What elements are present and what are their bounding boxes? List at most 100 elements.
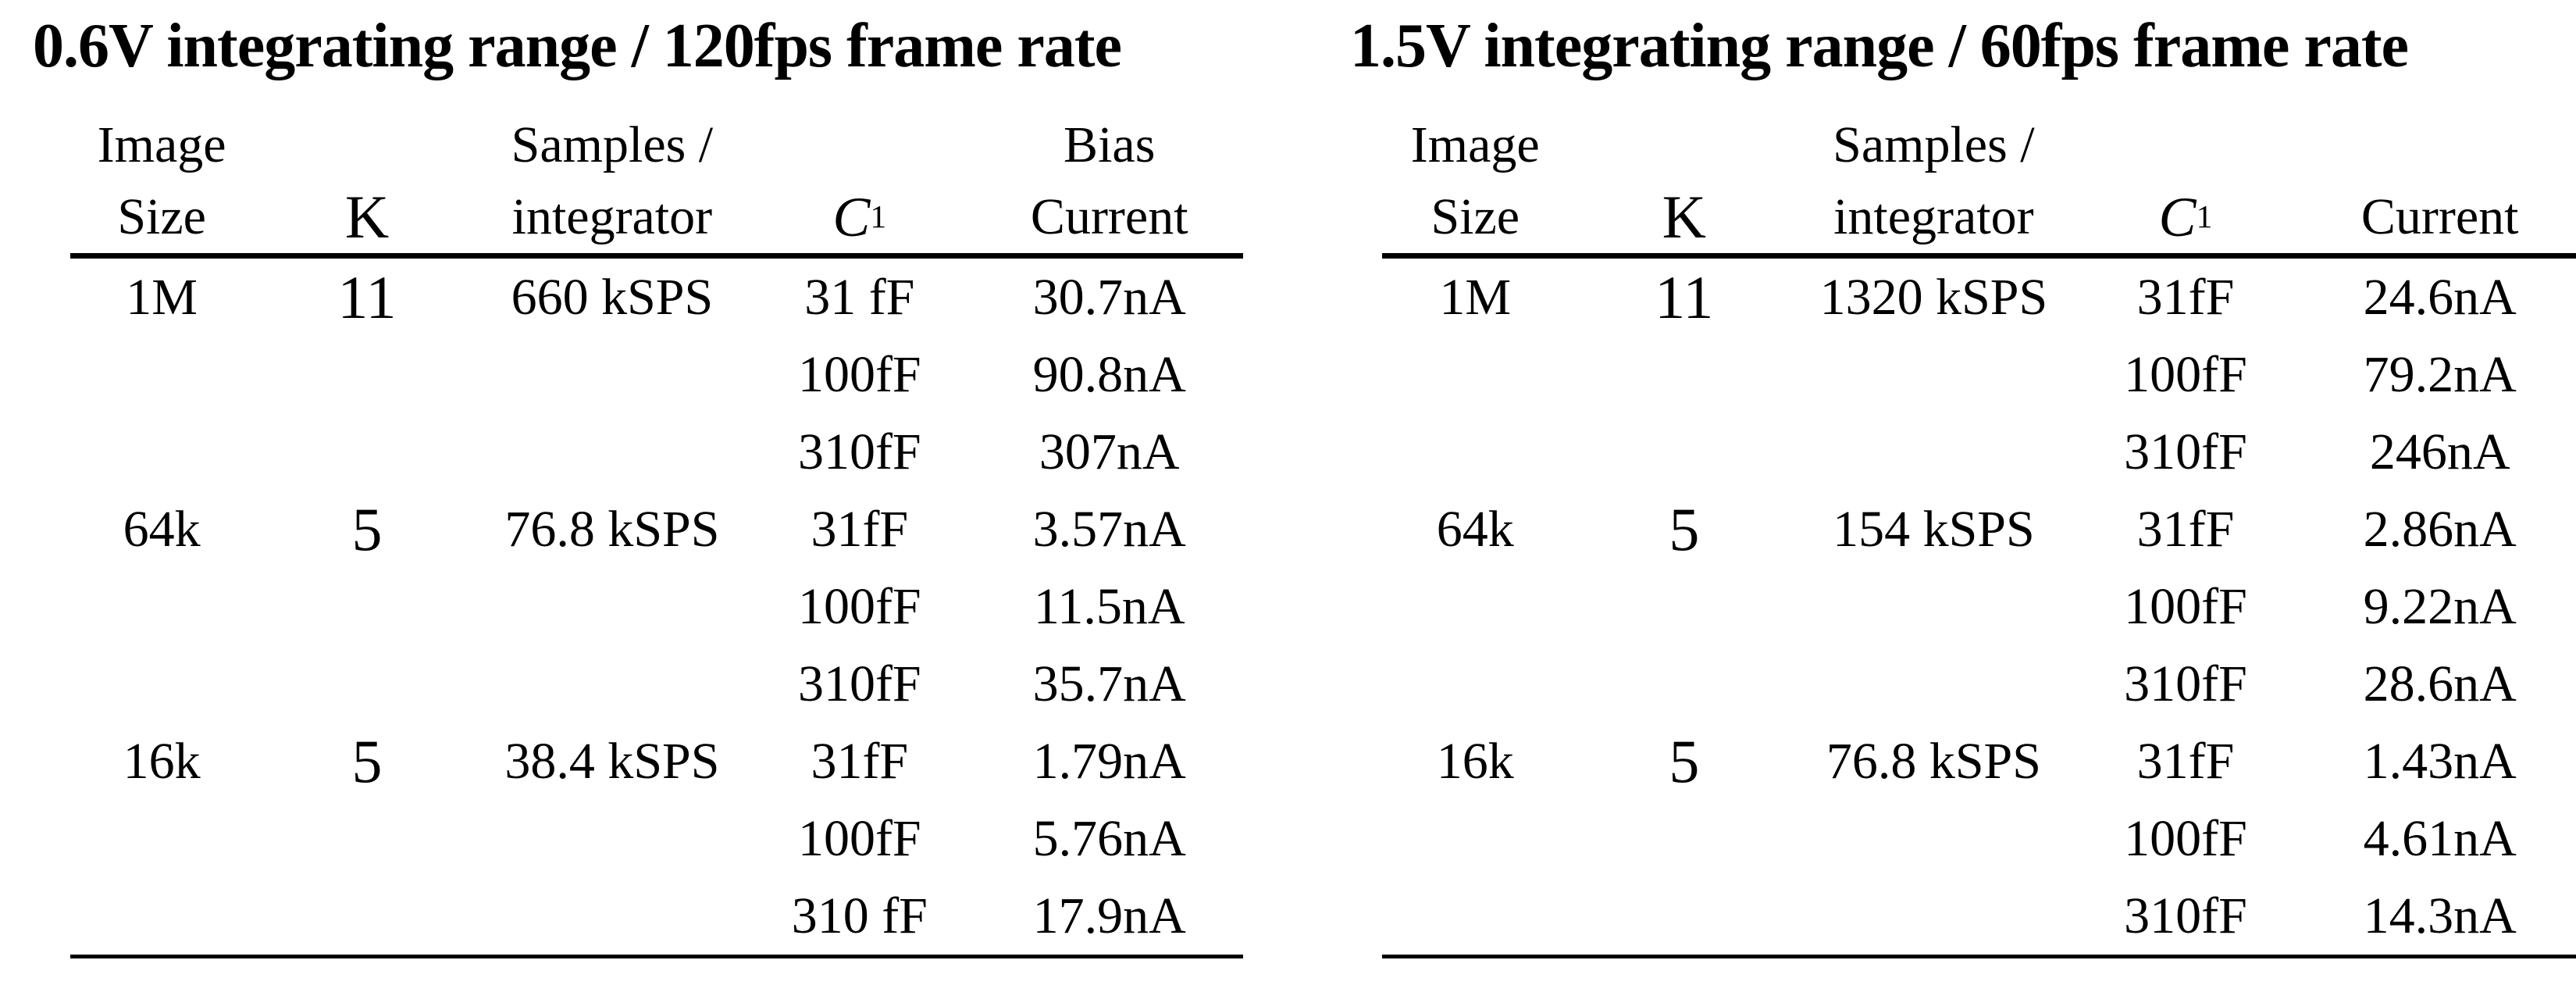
cell-current: 5.76nA bbox=[1032, 809, 1186, 867]
cell-k bbox=[1569, 877, 1801, 955]
col-header-size: Size bbox=[117, 188, 206, 245]
cell-c1: 31 fF bbox=[804, 268, 915, 326]
cell-current: 307nA bbox=[1039, 423, 1180, 480]
cell-c1: 31fF bbox=[2136, 732, 2235, 790]
table-row: 1M 11 660 kSPS 31 fF 30.7nA bbox=[70, 259, 1243, 336]
cell-image-size bbox=[1382, 413, 1569, 491]
c1-symbol: C bbox=[2158, 185, 2197, 248]
cell-image-size bbox=[70, 800, 253, 877]
cell-image-size bbox=[1382, 336, 1569, 413]
cell-image-size: 16k bbox=[1436, 732, 1514, 790]
table-title-right: 1.5V integrating range / 60fps frame rat… bbox=[1350, 12, 2409, 80]
bias-current-table-0v6: Image Samples / Bias Size K integrator C… bbox=[70, 109, 1243, 958]
cell-c1: 310fF bbox=[797, 655, 921, 712]
cell-current: 14.3nA bbox=[2363, 887, 2517, 944]
cell-k bbox=[253, 800, 480, 877]
col-header-image: Image bbox=[1410, 116, 1540, 173]
cell-k: 5 bbox=[351, 494, 383, 563]
cell-c1: 31fF bbox=[2136, 500, 2235, 558]
cell-current: 1.79nA bbox=[1032, 732, 1186, 790]
cell-image-size: 64k bbox=[1436, 500, 1514, 558]
table-header: Image Samples / Bias Size K integrator C… bbox=[70, 109, 1243, 253]
cell-image-size bbox=[1382, 645, 1569, 723]
col-header-spacer bbox=[743, 109, 975, 181]
col-header-current: Current bbox=[2360, 188, 2519, 245]
cell-image-size bbox=[1382, 568, 1569, 645]
cell-current: 246nA bbox=[2369, 423, 2510, 480]
cell-k: 5 bbox=[1669, 494, 1700, 563]
cell-samples-per-integrator bbox=[481, 336, 743, 413]
cell-samples-per-integrator bbox=[481, 413, 743, 491]
cell-c1: 310fF bbox=[2124, 423, 2247, 480]
cell-current: 9.22nA bbox=[2363, 577, 2517, 635]
cell-k: 5 bbox=[1669, 726, 1700, 795]
table-row: 100fF 11.5nA bbox=[70, 568, 1243, 645]
cell-image-size bbox=[1382, 877, 1569, 955]
cell-image-size bbox=[70, 413, 253, 491]
cell-k bbox=[253, 877, 480, 955]
cell-samples-per-integrator bbox=[481, 645, 743, 723]
cell-k bbox=[1569, 336, 1801, 413]
cell-current: 11.5nA bbox=[1033, 577, 1185, 635]
table-row: 310fF 35.7nA bbox=[70, 645, 1243, 723]
table-row: 310fF 14.3nA bbox=[1382, 877, 2576, 955]
table-body: 1M 11 1320 kSPS 31fF 24.6nA 100fF 79.2nA 310fF 2… bbox=[1382, 253, 2576, 958]
cell-c1: 31fF bbox=[811, 732, 909, 790]
cell-c1: 100fF bbox=[2124, 809, 2247, 867]
col-header-samples: Samples / bbox=[1833, 116, 2035, 173]
cell-image-size bbox=[70, 645, 253, 723]
table-row: 16k 5 76.8 kSPS 31fF 1.43nA bbox=[1382, 723, 2576, 800]
cell-image-size bbox=[70, 568, 253, 645]
cell-samples-per-integrator: 76.8 kSPS bbox=[1826, 732, 2041, 790]
cell-samples-per-integrator bbox=[1800, 413, 2067, 491]
table-row: 100fF 90.8nA bbox=[70, 336, 1243, 413]
cell-image-size: 16k bbox=[123, 732, 201, 790]
cell-image-size: 64k bbox=[123, 500, 201, 558]
table-row: 100fF 5.76nA bbox=[70, 800, 1243, 877]
cell-current: 79.2nA bbox=[2363, 345, 2517, 403]
col-header-size: Size bbox=[1431, 188, 1520, 245]
table-title-left: 0.6V integrating range / 120fps frame ra… bbox=[33, 12, 1122, 80]
table-row: 100fF 9.22nA bbox=[1382, 568, 2576, 645]
table-row: 16k 5 38.4 kSPS 31fF 1.79nA bbox=[70, 723, 1243, 800]
col-header-k: K bbox=[344, 183, 390, 251]
col-header-spacer bbox=[253, 109, 480, 181]
header-row-top: Image Samples / bbox=[1382, 109, 2576, 181]
cell-c1: 100fF bbox=[2124, 345, 2247, 403]
cell-image-size: 1M bbox=[1439, 268, 1512, 326]
cell-k bbox=[1569, 568, 1801, 645]
cell-c1: 100fF bbox=[797, 345, 921, 403]
col-header-current: Current bbox=[1030, 188, 1188, 245]
cell-c1: 100fF bbox=[2124, 577, 2247, 635]
cell-k bbox=[1569, 413, 1801, 491]
cell-samples-per-integrator bbox=[1800, 645, 2067, 723]
col-header-integrator: integrator bbox=[511, 188, 713, 245]
table-row: 310fF 28.6nA bbox=[1382, 645, 2576, 723]
table-row: 64k 5 76.8 kSPS 31fF 3.57nA bbox=[70, 491, 1243, 568]
cell-c1: 310fF bbox=[797, 423, 921, 480]
cell-k: 11 bbox=[337, 262, 397, 331]
cell-samples-per-integrator: 1320 kSPS bbox=[1819, 268, 2048, 326]
cell-samples-per-integrator bbox=[1800, 800, 2067, 877]
cell-image-size bbox=[70, 336, 253, 413]
cell-samples-per-integrator: 76.8 kSPS bbox=[504, 500, 720, 558]
cell-samples-per-integrator bbox=[1800, 877, 2067, 955]
cell-c1: 310fF bbox=[2124, 655, 2247, 712]
cell-current: 3.57nA bbox=[1032, 500, 1186, 558]
cell-k bbox=[253, 645, 480, 723]
cell-samples-per-integrator bbox=[1800, 336, 2067, 413]
cell-samples-per-integrator: 660 kSPS bbox=[511, 268, 714, 326]
cell-image-size: 1M bbox=[126, 268, 198, 326]
cell-k: 5 bbox=[351, 726, 383, 795]
col-header-k: K bbox=[1662, 183, 1706, 251]
cell-c1: 310fF bbox=[2124, 887, 2247, 944]
table-body: 1M 11 660 kSPS 31 fF 30.7nA 100fF 90.8nA 310fF 3… bbox=[70, 253, 1243, 958]
cell-image-size bbox=[1382, 800, 1569, 877]
col-header-image: Image bbox=[97, 116, 226, 173]
cell-current: 90.8nA bbox=[1032, 345, 1186, 403]
cell-current: 1.43nA bbox=[2363, 732, 2517, 790]
table-row: 310 fF 17.9nA bbox=[70, 877, 1243, 955]
